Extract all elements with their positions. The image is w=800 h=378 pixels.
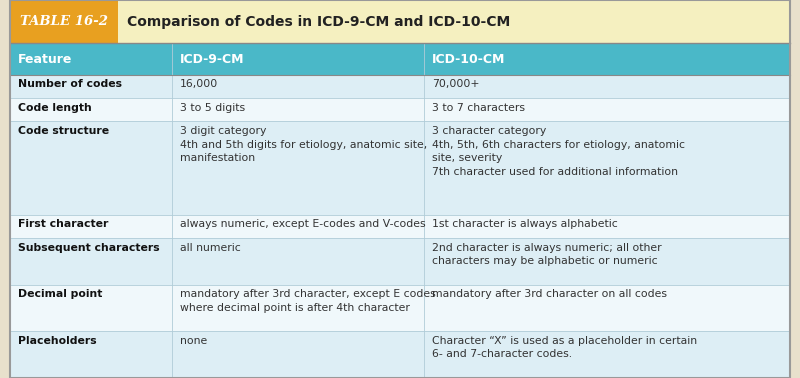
Bar	[10, 215, 790, 238]
Bar	[10, 332, 790, 378]
Text: all numeric: all numeric	[180, 243, 241, 253]
Text: 16,000: 16,000	[180, 79, 218, 89]
Text: mandatory after 3rd character on all codes: mandatory after 3rd character on all cod…	[432, 289, 667, 299]
Bar	[10, 121, 790, 215]
Text: Code structure: Code structure	[18, 126, 109, 136]
Text: 3 digit category
4th and 5th digits for etiology, anatomic site,
manifestation: 3 digit category 4th and 5th digits for …	[180, 126, 427, 163]
Text: Feature: Feature	[18, 53, 72, 66]
Text: none: none	[180, 336, 207, 346]
Text: TABLE 16-2: TABLE 16-2	[19, 15, 107, 28]
Text: 3 to 7 characters: 3 to 7 characters	[432, 103, 525, 113]
Text: Number of codes: Number of codes	[18, 79, 122, 89]
Text: mandatory after 3rd character, except E codes
where decimal point is after 4th c: mandatory after 3rd character, except E …	[180, 289, 436, 313]
Text: Character “X” is used as a placeholder in certain
6- and 7-character codes.: Character “X” is used as a placeholder i…	[432, 336, 697, 359]
Text: Placeholders: Placeholders	[18, 336, 96, 346]
Text: 1st character is always alphabetic: 1st character is always alphabetic	[432, 219, 618, 229]
Text: 3 character category
4th, 5th, 6th characters for etiology, anatomic
site, sever: 3 character category 4th, 5th, 6th chara…	[432, 126, 685, 177]
Bar	[10, 0, 790, 43]
Text: Decimal point: Decimal point	[18, 289, 102, 299]
Bar	[10, 75, 790, 98]
Text: 70,000+: 70,000+	[432, 79, 479, 89]
Text: ICD-9-CM: ICD-9-CM	[180, 53, 245, 66]
Text: 2nd character is always numeric; all other
characters may be alphabetic or numer: 2nd character is always numeric; all oth…	[432, 243, 662, 266]
Bar	[10, 0, 118, 43]
Bar	[10, 238, 790, 285]
Text: First character: First character	[18, 219, 108, 229]
Bar	[10, 285, 790, 332]
Text: Comparison of Codes in ICD-9-CM and ICD-10-CM: Comparison of Codes in ICD-9-CM and ICD-…	[127, 15, 510, 29]
Text: Code length: Code length	[18, 103, 91, 113]
Text: Subsequent characters: Subsequent characters	[18, 243, 159, 253]
Text: ICD-10-CM: ICD-10-CM	[432, 53, 506, 66]
Bar	[10, 43, 790, 75]
Text: 3 to 5 digits: 3 to 5 digits	[180, 103, 245, 113]
Text: always numeric, except E-codes and V-codes: always numeric, except E-codes and V-cod…	[180, 219, 426, 229]
Bar	[10, 98, 790, 121]
